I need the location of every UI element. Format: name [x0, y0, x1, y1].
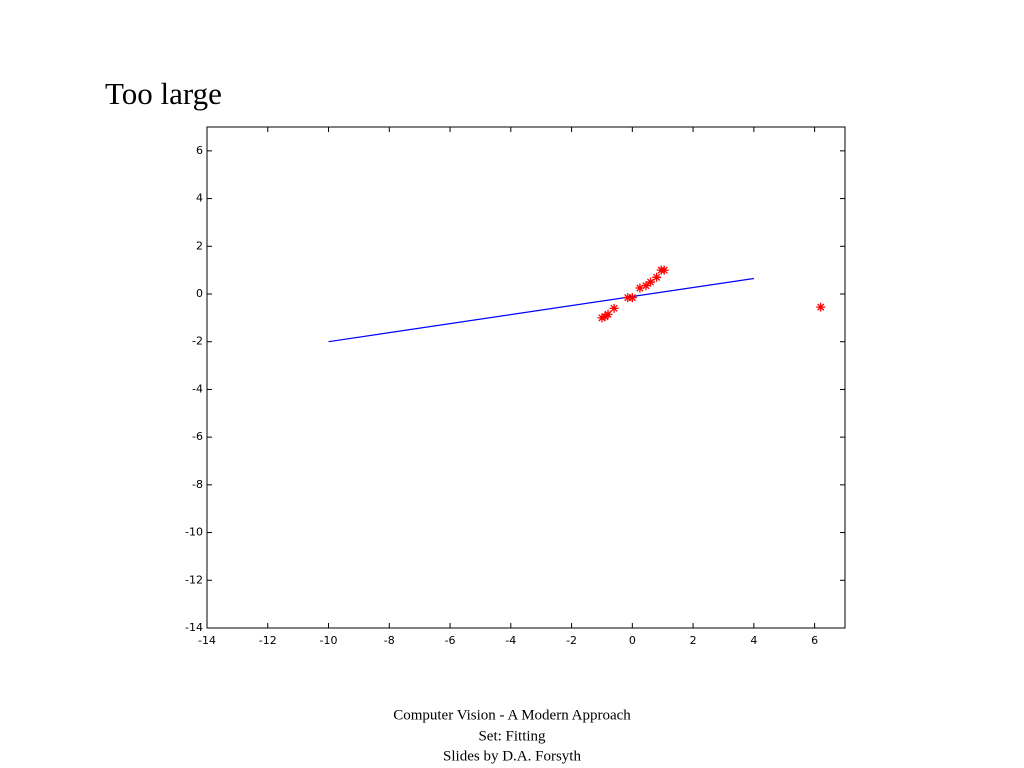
data-point — [816, 302, 826, 312]
data-point — [627, 293, 637, 303]
y-tick-label: -2 — [192, 335, 203, 348]
slide-title: Too large — [105, 76, 222, 111]
x-tick-label: 4 — [750, 634, 757, 647]
x-tick-label: 2 — [690, 634, 697, 647]
data-point — [652, 272, 662, 282]
data-point — [603, 309, 613, 319]
footer-line: Set: Fitting — [478, 728, 546, 744]
y-tick-label: -8 — [192, 478, 203, 491]
y-tick-label: -12 — [185, 573, 203, 586]
x-tick-label: -12 — [259, 634, 277, 647]
x-tick-label: 0 — [629, 634, 636, 647]
data-point — [641, 281, 651, 291]
data-point — [659, 265, 669, 275]
y-tick-label: 4 — [196, 192, 203, 205]
x-tick-label: -6 — [445, 634, 456, 647]
y-tick-label: -14 — [185, 621, 203, 634]
fit-line — [328, 277, 754, 343]
data-point — [597, 313, 607, 323]
data-point — [635, 283, 645, 293]
x-tick-label: -10 — [320, 634, 338, 647]
data-point — [646, 277, 656, 287]
y-tick-label: -6 — [192, 430, 203, 443]
x-tick-label: -4 — [505, 634, 516, 647]
x-tick-label: 6 — [811, 634, 818, 647]
footer-line: Slides by D.A. Forsyth — [443, 748, 581, 764]
plot-frame — [206, 126, 846, 629]
data-point — [623, 293, 633, 303]
y-tick-label: 6 — [196, 144, 203, 157]
y-tick-label: 0 — [196, 287, 203, 300]
x-tick-label: -8 — [384, 634, 395, 647]
footer-line: Computer Vision - A Modern Approach — [393, 707, 631, 723]
x-tick-label: -2 — [566, 634, 577, 647]
y-tick-label: -10 — [185, 526, 203, 539]
y-tick-label: -4 — [192, 382, 203, 395]
y-tick-label: 2 — [196, 239, 203, 252]
x-tick-label: -14 — [198, 634, 216, 647]
data-point — [609, 303, 619, 313]
